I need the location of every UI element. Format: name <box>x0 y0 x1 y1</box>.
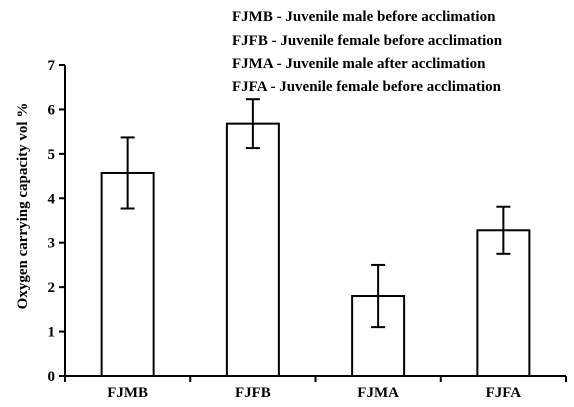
y-axis-label: Oxygen carrying capacity vol % <box>15 103 31 310</box>
y-tick-label-7: 7 <box>48 58 56 74</box>
bars <box>100 98 531 377</box>
legend-entry-fjmb: FJMB - Juvenile male before acclimation <box>232 9 496 25</box>
y-tick-label-0: 0 <box>48 369 56 385</box>
y-tick-label-4: 4 <box>48 191 56 207</box>
y-tick-label-6: 6 <box>48 102 56 118</box>
y-tick-label-1: 1 <box>48 325 56 341</box>
bar-fjfb <box>225 122 280 377</box>
y-tick-label-5: 5 <box>48 147 56 163</box>
y-tick-label-3: 3 <box>48 236 56 252</box>
x-tick-label-fjfb: FJFB <box>235 385 271 401</box>
x-tick-label-fjma: FJMA <box>357 385 399 401</box>
legend-entry-fjfa: FJFA - Juvenile female before acclimatio… <box>232 79 502 95</box>
legend: FJMB - Juvenile male before acclimation … <box>232 9 503 95</box>
x-tick-label-fjfa: FJFA <box>486 385 522 401</box>
y-tick-label-2: 2 <box>48 280 56 296</box>
legend-entry-fjfb: FJFB - Juvenile female before acclimatio… <box>232 33 503 49</box>
bar-fjma <box>351 295 406 377</box>
x-tick-label-fjmb: FJMB <box>107 385 148 401</box>
legend-entry-fjma: FJMA - Juvenile male after acclimation <box>232 56 486 72</box>
